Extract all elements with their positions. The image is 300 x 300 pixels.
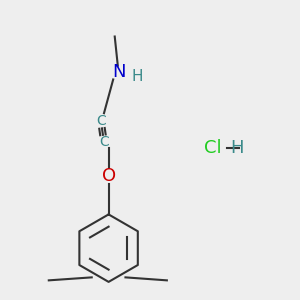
- Text: O: O: [101, 167, 116, 185]
- Text: H: H: [132, 69, 143, 84]
- Text: Cl: Cl: [204, 140, 222, 158]
- Text: H: H: [231, 140, 244, 158]
- Text: N: N: [112, 63, 126, 81]
- Text: C: C: [96, 114, 106, 128]
- Text: C: C: [99, 135, 109, 149]
